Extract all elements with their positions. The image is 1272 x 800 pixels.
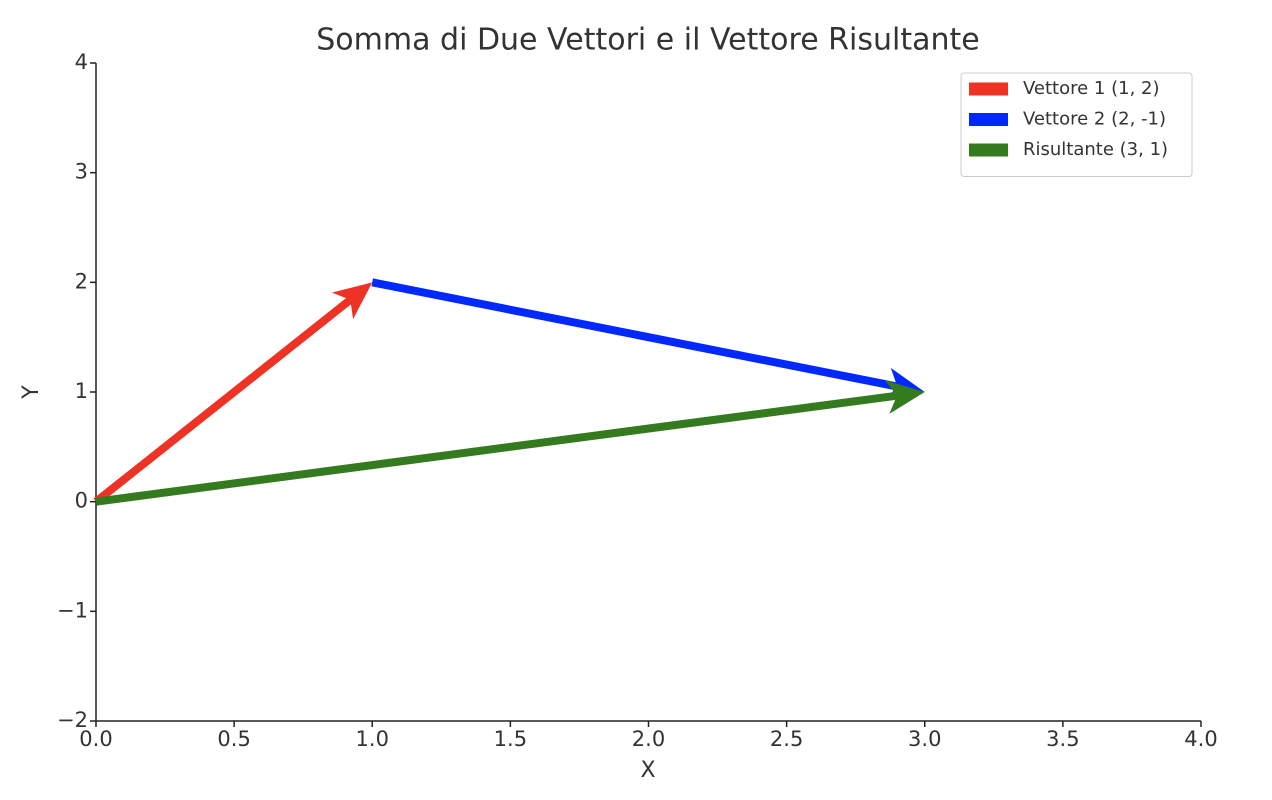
y-tick-label: −1: [57, 598, 88, 622]
legend-box: [960, 72, 1193, 177]
legend-swatch: [969, 143, 1008, 157]
legend: Vettore 1 (1, 2) Vettore 2 (2, -1) Risulta…: [960, 72, 1193, 177]
x-tick-label: 2.0: [632, 727, 665, 751]
legend-label: Risultante (3, 1): [1023, 139, 1168, 160]
legend-label: Vettore 1 (1, 2): [1023, 78, 1160, 99]
arrow-head: [331, 282, 373, 320]
legend-swatch: [969, 82, 1008, 96]
y-tick-label: 0: [75, 489, 88, 513]
x-tick-label: 1.5: [494, 727, 527, 751]
x-tick-label: 3.0: [908, 727, 941, 751]
arrow-shaft: [371, 278, 899, 391]
x-axis-label: X: [640, 758, 655, 783]
x-tick-label: 0.0: [79, 727, 112, 751]
legend-label: Vettore 2 (2, -1): [1023, 109, 1166, 130]
x-tick-label: 3.5: [1046, 727, 1079, 751]
y-tick-label: 1: [75, 379, 88, 403]
y-axis-label: Y: [19, 385, 44, 400]
chart-title: Somma di Due Vettori e il Vettore Risult…: [316, 23, 979, 58]
y-tick-label: 3: [75, 160, 88, 184]
arrow-shaft: [93, 296, 353, 505]
x-tick-label: 0.5: [217, 727, 250, 751]
y-tick-label: 2: [75, 269, 88, 293]
arrow-head: [884, 380, 925, 414]
x-tick-label: 2.5: [770, 727, 803, 751]
x-tick-label: 4.0: [1184, 727, 1217, 751]
y-tick-label: 4: [75, 50, 88, 74]
x-tick-label: 1.0: [356, 727, 389, 751]
legend-swatch: [969, 113, 1008, 126]
y-tick-label: −2: [57, 708, 88, 732]
arrow-shaft: [95, 391, 898, 506]
